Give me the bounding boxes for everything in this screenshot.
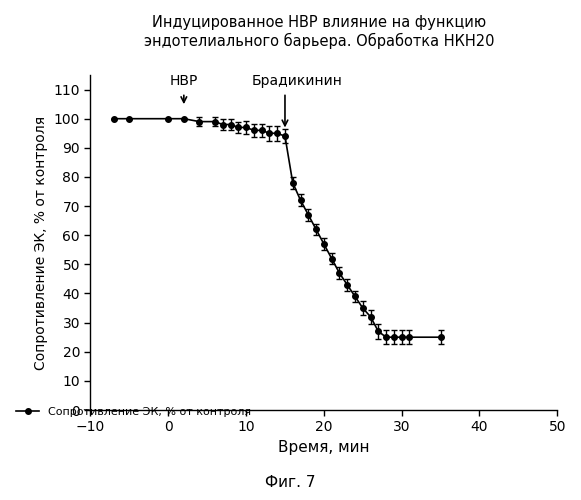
Text: Индуцированное НВР влияние на функцию
эндотелиального барьера. Обработка НКН20: Индуцированное НВР влияние на функцию эн… <box>144 15 495 49</box>
Text: Брадикинин: Брадикинин <box>251 74 342 88</box>
Text: Фиг. 7: Фиг. 7 <box>266 475 315 490</box>
Legend: Сопротивление ЭК, % от контроля: Сопротивление ЭК, % от контроля <box>12 402 255 421</box>
X-axis label: Время, мин: Время, мин <box>278 440 370 455</box>
Text: НВР: НВР <box>170 74 198 88</box>
Y-axis label: Сопротивление ЭК, % от контроля: Сопротивление ЭК, % от контроля <box>34 116 48 370</box>
